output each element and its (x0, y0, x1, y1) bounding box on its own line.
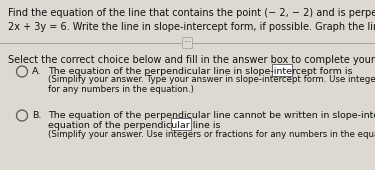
FancyBboxPatch shape (272, 64, 292, 75)
Text: Select the correct choice below and fill in the answer box to complete your choi: Select the correct choice below and fill… (8, 55, 375, 65)
Text: .: . (296, 67, 299, 76)
Text: ···: ··· (184, 38, 191, 47)
Text: A.: A. (32, 67, 41, 76)
Text: The equation of the perpendicular line cannot be written in slope-intercept form: The equation of the perpendicular line c… (48, 112, 375, 121)
Text: (Simplify your answer. Type your answer in slope-intercept form. Use integers or: (Simplify your answer. Type your answer … (48, 75, 375, 84)
Text: for any numbers in the equation.): for any numbers in the equation.) (48, 86, 194, 95)
Text: The equation of the perpendicular line in slope-intercept form is: The equation of the perpendicular line i… (48, 67, 352, 76)
Text: B.: B. (32, 112, 41, 121)
Text: equation of the perpendicular line is: equation of the perpendicular line is (48, 121, 220, 130)
FancyBboxPatch shape (171, 118, 191, 130)
Text: (Simplify your answer. Use integers or fractions for any numbers in the equation: (Simplify your answer. Use integers or f… (48, 130, 375, 139)
Text: 2x + 3y = 6. Write the line in slope-intercept form, if possible. Graph the line: 2x + 3y = 6. Write the line in slope-int… (8, 22, 375, 32)
Text: Find the equation of the line that contains the point (− 2, − 2) and is perpendi: Find the equation of the line that conta… (8, 8, 375, 18)
Text: .: . (195, 121, 198, 130)
